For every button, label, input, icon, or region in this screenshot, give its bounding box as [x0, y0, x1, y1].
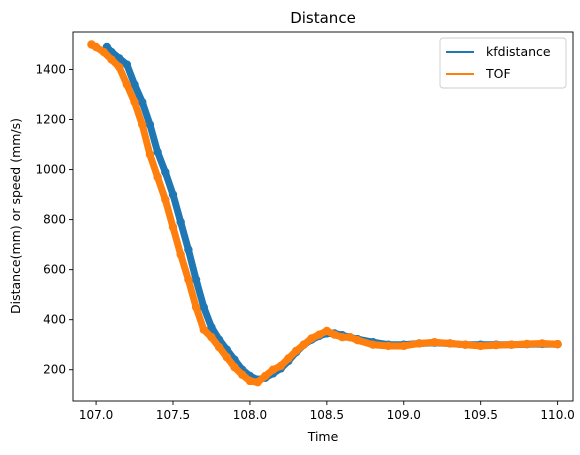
series-layer [87, 40, 562, 387]
y-axis-ticks: 200 400 600 800 1000 1200 1400 [35, 63, 73, 377]
x-tick-label: 109.5 [464, 408, 498, 422]
x-axis-label: Time [307, 429, 339, 444]
series-tof [87, 40, 562, 387]
legend-label-tof: TOF [485, 66, 511, 81]
legend-box [439, 37, 567, 89]
y-tick-label: 200 [43, 363, 66, 377]
legend-label-kfdistance: kfdistance [486, 44, 551, 59]
x-tick-label: 108.5 [310, 408, 344, 422]
x-tick-label: 108.0 [233, 408, 267, 422]
y-tick-label: 1000 [35, 163, 66, 177]
plot-area [72, 31, 574, 402]
y-tick-label: 400 [43, 313, 66, 327]
x-tick-label: 107.5 [156, 408, 190, 422]
chart-title: Distance [290, 9, 356, 27]
x-tick-label: 109.0 [387, 408, 421, 422]
y-tick-label: 1400 [35, 63, 66, 77]
x-tick-label: 107.0 [79, 408, 113, 422]
series-line-tof [91, 43, 558, 383]
axes-frame [72, 31, 574, 402]
y-tick-label: 800 [43, 213, 66, 227]
y-tick-label: 1200 [35, 113, 66, 127]
y-tick-label: 600 [43, 263, 66, 277]
x-axis-ticks: 107.0 107.5 108.0 108.5 109.0 109.5 110.0 [79, 401, 575, 422]
legend: kfdistance TOF [439, 37, 567, 89]
y-axis-label: Distance(mm) or speed (mm/s) [8, 118, 23, 314]
x-tick-label: 110.0 [540, 408, 574, 422]
